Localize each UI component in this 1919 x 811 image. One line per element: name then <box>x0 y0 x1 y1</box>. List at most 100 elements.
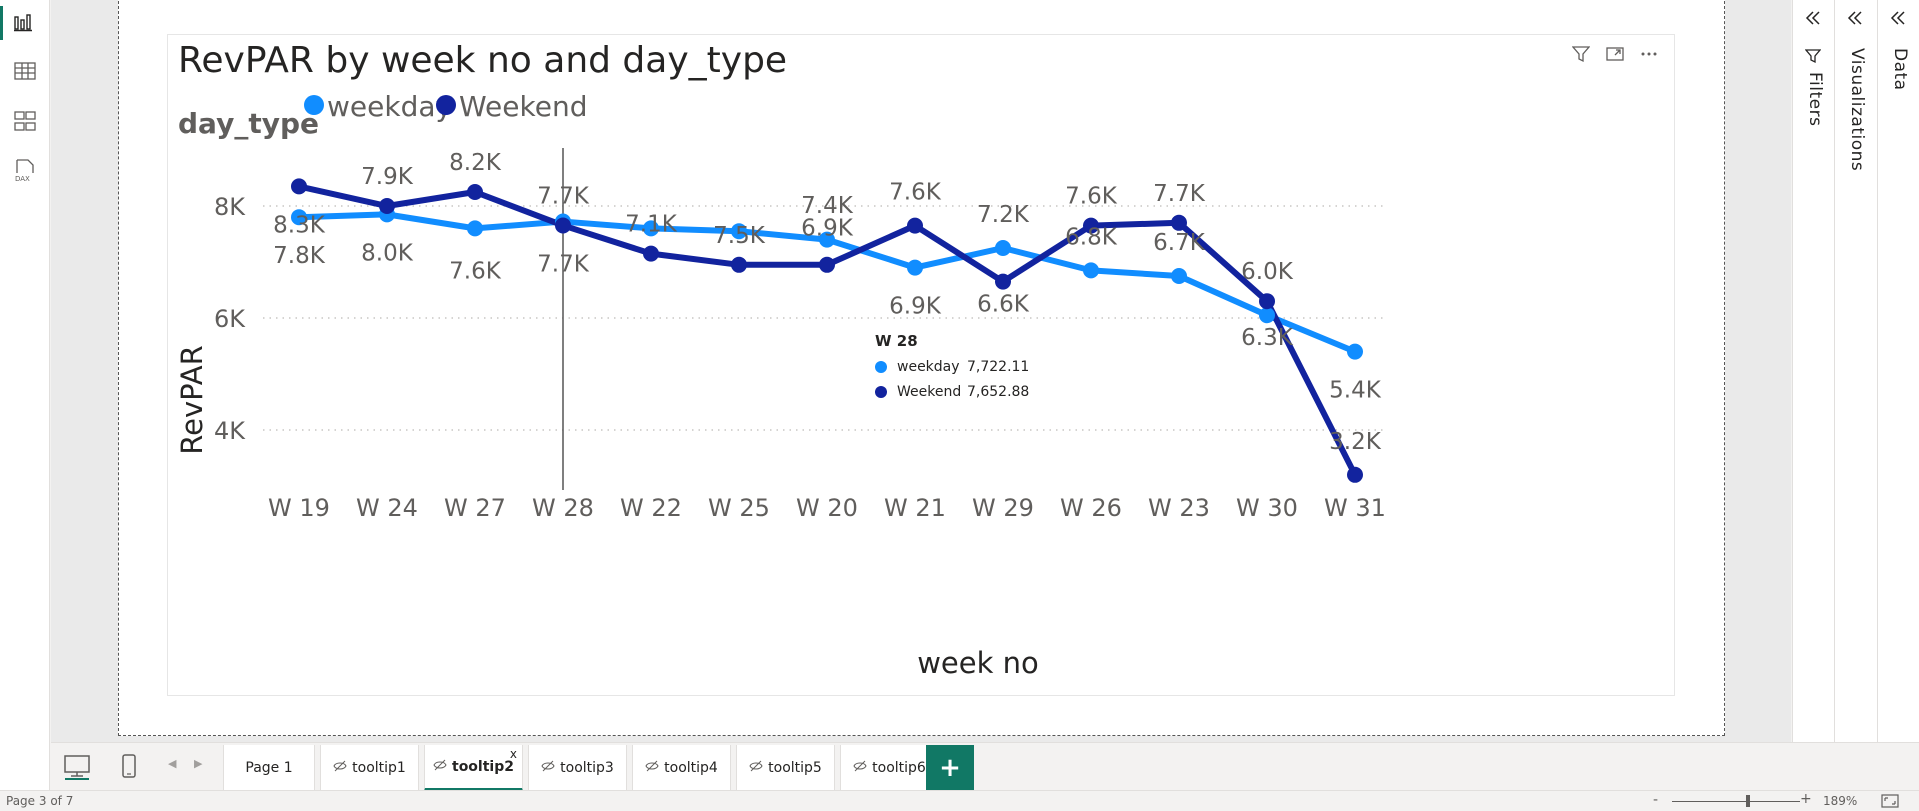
hover-tooltip: W 28 weekday 7,722.11 Weekend 7,652.88 <box>861 323 1061 418</box>
data-pane[interactable]: Data <box>1877 0 1919 742</box>
data-point-weekend[interactable] <box>379 198 395 214</box>
page-tab-label: tooltip3 <box>560 760 614 776</box>
hidden-page-icon <box>433 759 447 775</box>
hidden-page-icon <box>853 760 867 776</box>
data-label-weekend: 7.7K <box>1153 181 1206 207</box>
legend-label-weekday[interactable]: weekday <box>327 90 452 123</box>
close-tab-icon[interactable]: x <box>510 747 517 761</box>
table-view-icon[interactable] <box>8 54 42 88</box>
data-label-weekday: 7.2K <box>977 202 1030 228</box>
x-tick-label: W 27 <box>444 494 506 522</box>
data-label-weekday: 6.8K <box>1065 224 1118 250</box>
zoom-slider-thumb[interactable] <box>1746 795 1750 807</box>
data-point-weekend[interactable] <box>467 184 483 200</box>
legend-swatch-weekend <box>436 95 456 115</box>
data-point-weekday[interactable] <box>467 220 483 236</box>
data-label-weekend: 7.6K <box>1065 184 1118 210</box>
data-point-weekend[interactable] <box>995 274 1011 290</box>
expand-chevron-icon[interactable] <box>1846 10 1864 30</box>
x-tick-label: W 25 <box>708 494 770 522</box>
tooltip-title: W 28 <box>875 332 918 350</box>
dax-query-icon[interactable]: DAX <box>8 154 42 188</box>
hidden-page-icon <box>749 760 763 776</box>
legend-label-weekend[interactable]: Weekend <box>459 90 587 123</box>
page-tab-label: tooltip2 <box>452 759 514 775</box>
page-tab-tooltip4[interactable]: tooltip4 <box>632 745 731 791</box>
page-tab-tooltip1[interactable]: tooltip1 <box>320 745 419 791</box>
data-label-weekend: 7.7K <box>537 183 590 209</box>
mobile-layout-icon[interactable] <box>107 749 151 785</box>
data-label-weekday: 6.7K <box>1153 230 1206 256</box>
page-tab-tooltip2[interactable]: tooltip2 x <box>424 745 523 791</box>
page-tab-page-1[interactable]: Page 1 <box>223 745 315 791</box>
data-label-weekday: 6.3K <box>1241 325 1294 351</box>
page-tab-tooltip5[interactable]: tooltip5 <box>736 745 835 791</box>
previous-page-icon[interactable]: ◀ <box>168 757 176 770</box>
data-point-weekend[interactable] <box>907 218 923 234</box>
data-point-weekend[interactable] <box>555 217 571 233</box>
data-label-weekday: 7.8K <box>273 243 326 269</box>
data-label-weekend: 7.9K <box>361 164 414 190</box>
add-page-button[interactable]: + <box>926 745 974 791</box>
x-tick-label: W 28 <box>532 494 594 522</box>
tooltip-row-value: 7,722.11 <box>967 359 1029 375</box>
zoom-out-button[interactable]: - <box>1653 792 1658 808</box>
data-point-weekend[interactable] <box>1171 215 1187 231</box>
x-tick-label: W 24 <box>356 494 418 522</box>
data-point-weekday[interactable] <box>1347 344 1363 360</box>
zoom-slider[interactable] <box>1672 801 1800 802</box>
tooltip-row-label: Weekend <box>897 384 961 400</box>
line-chart-visual[interactable]: RevPAR by week no and day_type day_type … <box>167 34 1675 696</box>
data-point-weekend[interactable] <box>1259 293 1275 309</box>
y-tick-label: 8K <box>214 193 246 221</box>
focus-mode-icon[interactable] <box>1604 43 1626 65</box>
data-point-weekday[interactable] <box>1171 268 1187 284</box>
model-view-icon[interactable] <box>8 104 42 138</box>
data-point-weekday[interactable] <box>1083 262 1099 278</box>
visualizations-pane[interactable]: Visualizations <box>1834 0 1877 742</box>
fit-to-page-icon[interactable] <box>1881 794 1899 808</box>
data-label-weekend: 7.4K <box>801 193 854 219</box>
page-tab-tooltip6[interactable]: tooltip6 <box>840 745 939 791</box>
data-label-weekday: 8.0K <box>361 240 414 266</box>
expand-chevron-icon[interactable] <box>1804 10 1822 30</box>
data-point-weekend[interactable] <box>819 257 835 273</box>
desktop-layout-icon[interactable] <box>55 749 99 785</box>
chart-title: RevPAR by week no and day_type <box>178 40 787 81</box>
zoom-percentage[interactable]: 189% <box>1823 794 1857 808</box>
more-options-icon[interactable] <box>1638 43 1660 65</box>
tooltip-weekend-swatch <box>875 386 887 398</box>
expand-chevron-icon[interactable] <box>1889 10 1907 30</box>
filters-pane[interactable]: Filters <box>1792 0 1834 742</box>
x-tick-label: W 22 <box>620 494 682 522</box>
data-label-weekend: 7.6K <box>889 180 942 206</box>
data-point-weekend[interactable] <box>1347 467 1363 483</box>
legend-swatch-weekday <box>304 95 324 115</box>
y-axis-title: RevPAR <box>175 345 209 454</box>
data-point-weekend[interactable] <box>731 257 747 273</box>
x-tick-label: W 26 <box>1060 494 1122 522</box>
x-tick-label: W 20 <box>796 494 858 522</box>
tooltip-row-weekday: weekday 7,722.11 <box>875 359 960 375</box>
filter-icon[interactable] <box>1570 43 1592 65</box>
data-point-weekday[interactable] <box>995 240 1011 256</box>
x-tick-label: W 29 <box>972 494 1034 522</box>
report-view-icon[interactable] <box>0 6 42 40</box>
status-bar: Page 3 of 7 - + 189% <box>0 790 1919 811</box>
data-point-weekend[interactable] <box>643 246 659 262</box>
data-label-weekday: 7.7K <box>537 252 590 278</box>
next-page-icon[interactable]: ▶ <box>194 757 202 770</box>
data-label-weekend: 6.0K <box>1241 259 1294 285</box>
zoom-in-button[interactable]: + <box>1800 791 1812 807</box>
page-tab-tooltip3[interactable]: tooltip3 <box>528 745 627 791</box>
data-label-weekend: 7.5K <box>713 223 766 249</box>
y-tick-label: 6K <box>214 305 246 333</box>
data-point-weekday[interactable] <box>907 260 923 276</box>
page-indicator: Page 3 of 7 <box>6 794 73 808</box>
x-tick-label: W 21 <box>884 494 946 522</box>
page-tab-label: Page 1 <box>245 760 292 776</box>
data-label-weekend: 7.1K <box>625 212 678 238</box>
data-point-weekday[interactable] <box>1259 307 1275 323</box>
data-point-weekend[interactable] <box>291 178 307 194</box>
